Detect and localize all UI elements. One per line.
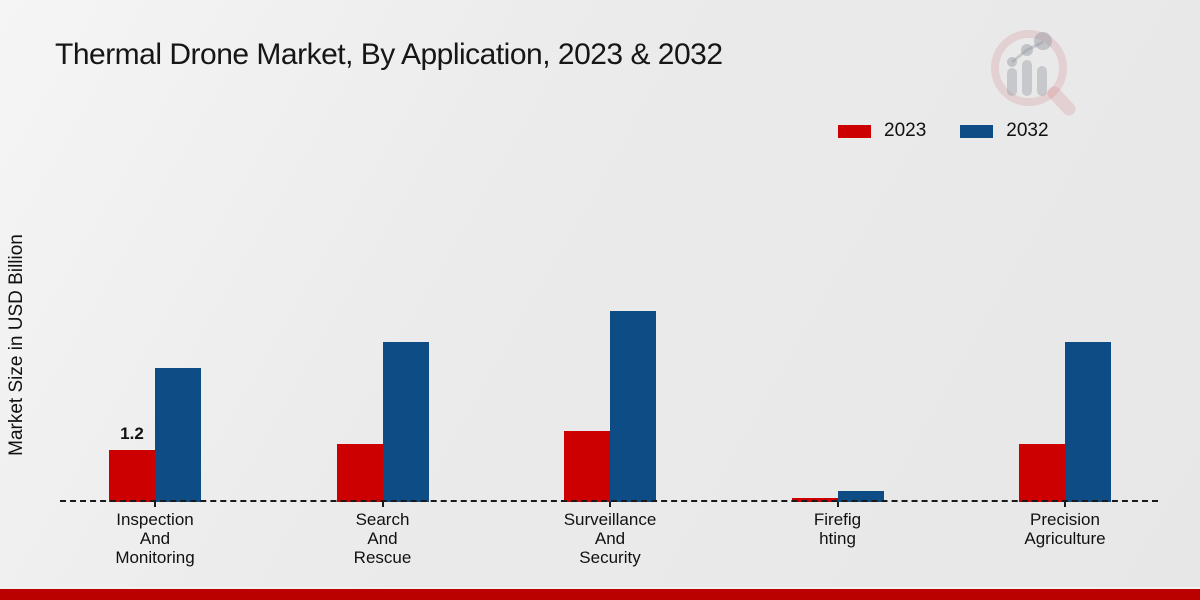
x-axis-label-3: Firefig hting — [813, 510, 862, 548]
legend-label: 2023 — [884, 120, 927, 141]
bar-2023-0: 1.2 — [109, 424, 155, 502]
magnifier-bar-chart-logo-icon — [991, 30, 1076, 116]
bar-2032-3 — [837, 491, 884, 502]
x-axis-tick — [1064, 502, 1066, 507]
footer-accent-bar — [0, 587, 1200, 600]
bar-2032-4 — [1065, 342, 1111, 502]
x-axis-label-2: Surveillance And Security — [563, 510, 657, 567]
bar-group: 1.2 — [109, 368, 201, 502]
legend-item-2023: 2023 — [838, 120, 926, 142]
x-axis-baseline — [60, 500, 1158, 502]
x-axis-tick — [154, 502, 156, 507]
bar-2032-1 — [382, 342, 429, 502]
x-axis-label-0: Inspection And Monitoring — [115, 510, 195, 567]
bar-2023-1 — [336, 444, 383, 502]
x-axis-tick — [836, 502, 839, 507]
bar-2032-0 — [155, 368, 201, 502]
bar-2032-2 — [610, 311, 656, 502]
bar-2023-4 — [1019, 444, 1065, 502]
legend-swatch-2032 — [960, 124, 994, 138]
x-axis-tick — [381, 502, 384, 507]
bar-group — [1019, 342, 1111, 502]
bar-2023-2 — [564, 431, 610, 502]
bar-group — [564, 311, 656, 502]
x-axis-tick — [609, 502, 611, 507]
legend-label: 2032 — [1006, 120, 1049, 141]
bar-value-label: 1.2 — [120, 424, 144, 443]
bar-group — [336, 342, 429, 502]
legend-swatch-2023 — [838, 124, 871, 138]
legend-item-2032: 2032 — [960, 120, 1049, 142]
x-axis-label-1: Search And Rescue — [353, 510, 412, 567]
chart-title: Thermal Drone Market, By Application, 20… — [55, 38, 723, 71]
x-axis-label-4: Precision Agriculture — [1024, 510, 1106, 548]
legend: 2023 2032 — [838, 120, 1049, 142]
